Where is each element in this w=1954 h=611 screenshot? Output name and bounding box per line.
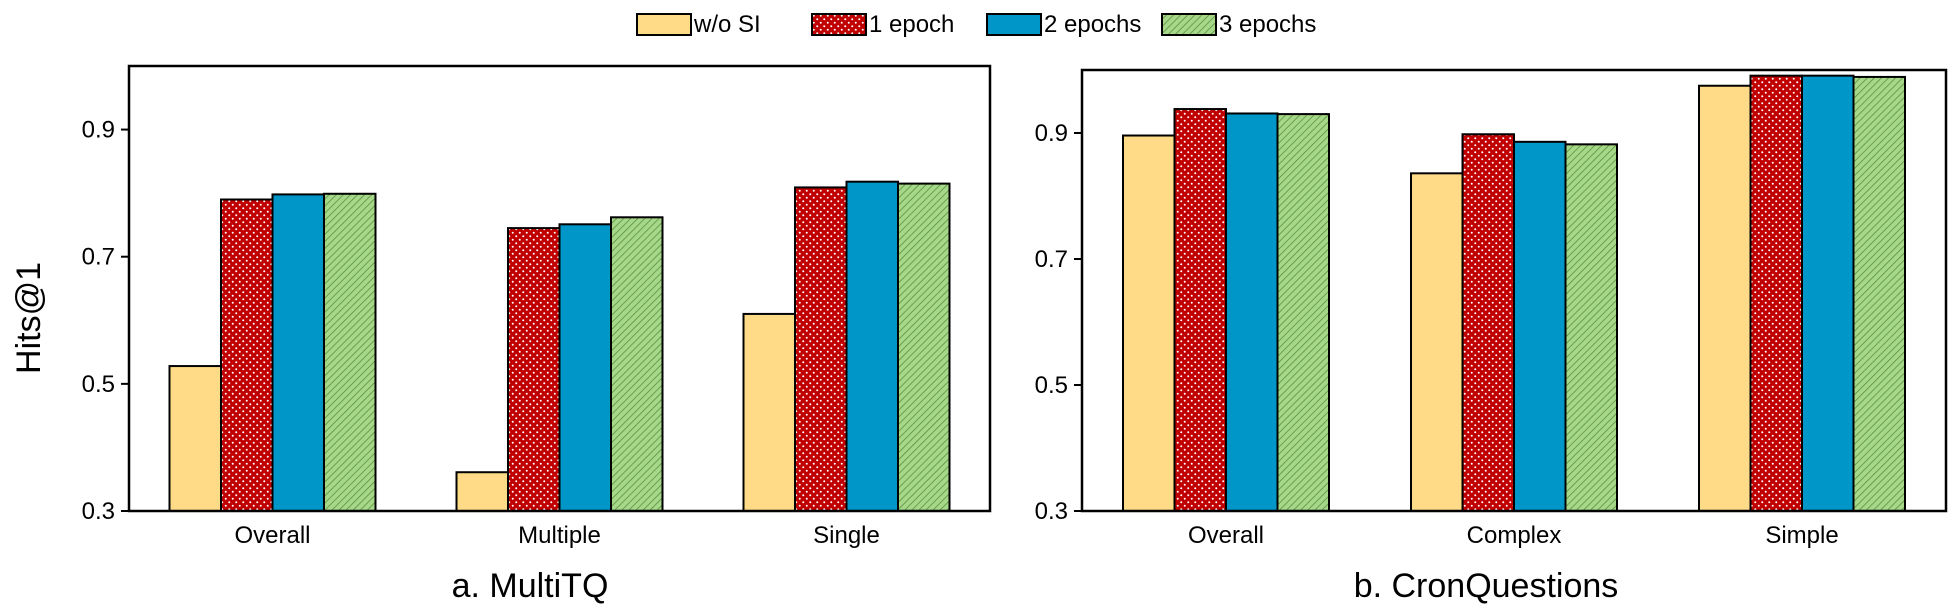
y-tick-label: 0.7 (82, 244, 115, 271)
bar-overall-2-epochs (1225, 112, 1279, 512)
legend: w/o SI 1 epoch 2 epochs 3 epochs (636, 11, 1316, 38)
bar-overall-3-epochs (1276, 113, 1330, 512)
bar-simple-1-epoch (1749, 74, 1803, 512)
panel-title: b. CronQuestions (1354, 567, 1619, 605)
legend-swatch (1161, 13, 1217, 36)
plot-frame (1080, 68, 1948, 513)
legend-label: 3 epochs (1219, 11, 1316, 38)
bar-simple-w-o-si (1698, 84, 1752, 512)
legend-swatch (811, 13, 867, 36)
legend-swatch (986, 13, 1042, 36)
legend-label: 1 epoch (869, 11, 954, 38)
legend-item-3-epochs: 3 epochs (1161, 11, 1316, 38)
bar-multiple-1-epoch (507, 227, 561, 512)
bar-simple-2-epochs (1801, 74, 1855, 512)
y-tick-label: 0.3 (1035, 498, 1068, 525)
y-tick-label: 0.5 (1035, 372, 1068, 399)
legend-item-2-epochs: 2 epochs (986, 11, 1141, 38)
x-tick-label-multiple: Multiple (518, 522, 601, 549)
y-axis-title: Hits@1 (10, 262, 48, 374)
bar-single-1-epoch (794, 186, 848, 513)
legend-swatch (636, 13, 692, 36)
y-tick-label: 0.7 (1035, 246, 1068, 273)
x-tick-label-overall: Overall (234, 522, 310, 549)
bar-complex-3-epochs (1564, 143, 1618, 512)
legend-label: 2 epochs (1044, 11, 1141, 38)
legend-label: w/o SI (693, 11, 761, 38)
legend-item-1-epoch: 1 epoch (811, 11, 954, 38)
y-tick-label: 0.9 (1035, 120, 1068, 147)
bar-multiple-w-o-si (455, 471, 509, 513)
y-tick-label: 0.9 (82, 117, 115, 144)
plot-frame (127, 64, 992, 513)
y-tick-label: 0.5 (82, 371, 115, 398)
bar-overall-2-epochs (271, 193, 325, 513)
bar-overall-3-epochs (323, 192, 377, 512)
bar-single-3-epochs (897, 182, 951, 512)
bar-overall-1-epoch (220, 198, 274, 512)
x-tick-label-single: Single (813, 522, 880, 549)
legend-item-w-o-si: w/o SI (636, 11, 761, 38)
chart-panel-b: 0.3 0.5 0.7 0.9 Overall Complex Simple b. CronQ… (1035, 68, 1948, 605)
bar-single-2-epochs (845, 180, 899, 512)
x-tick-label-overall: Overall (1188, 522, 1264, 549)
y-tick-label: 0.3 (82, 498, 115, 525)
chart-panels: 0.3 0.5 0.7 0.9 Overall Multiple Single a. Mult… (82, 64, 1948, 605)
bar-overall-w-o-si (1122, 134, 1176, 513)
bar-multiple-2-epochs (558, 223, 612, 513)
panel-title: a. MultiTQ (452, 567, 609, 605)
bar-complex-w-o-si (1410, 172, 1464, 512)
bar-overall-w-o-si (168, 365, 222, 512)
chart-panel-a: 0.3 0.5 0.7 0.9 Overall Multiple Single a. Mult… (82, 64, 992, 605)
x-tick-label-complex: Complex (1467, 522, 1562, 549)
bar-complex-1-epoch (1461, 133, 1515, 512)
bar-complex-2-epochs (1513, 140, 1567, 512)
bar-simple-3-epochs (1852, 75, 1906, 513)
x-tick-label-simple: Simple (1765, 522, 1838, 549)
bar-multiple-3-epochs (610, 216, 664, 513)
bar-single-w-o-si (742, 312, 796, 512)
bar-overall-1-epoch (1173, 108, 1227, 512)
